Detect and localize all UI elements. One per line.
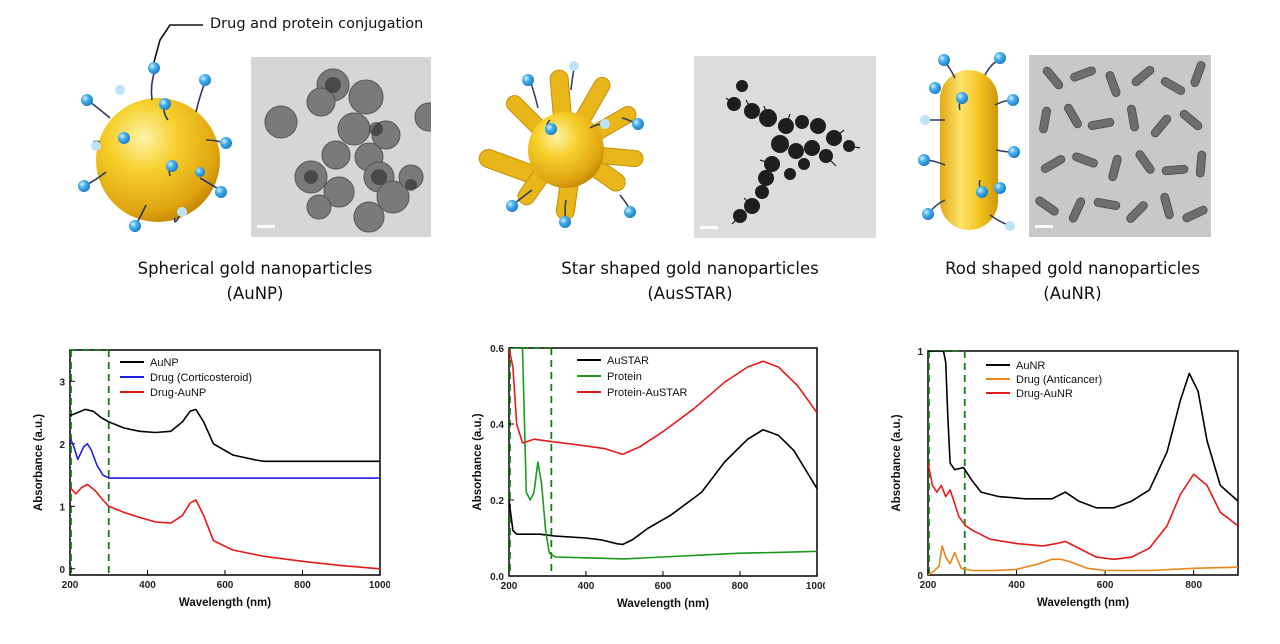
- illustration-layer: [78, 24, 1020, 232]
- series-line-1: [928, 351, 1238, 509]
- legend-label-1: AuSTAR: [607, 355, 649, 367]
- chart-aunr: 200 400 600 800 0 1 Wavelength (nm) Absorbance …: [891, 347, 1239, 609]
- chart-aunp: 200 400 600 800 1000 0 1 2 3 Wavelength (nm) Absor…: [33, 349, 390, 609]
- pointer-line: [153, 24, 203, 63]
- y-axis-label: Absorbance (a.u.): [33, 414, 45, 511]
- y-tick-label: 0.6: [490, 344, 504, 355]
- y-tick-label: 0: [917, 571, 923, 582]
- y-tick-label: 0.2: [490, 496, 504, 507]
- x-axis-label: Wavelength (nm): [1037, 597, 1129, 609]
- legend-label-2: Drug (Anticancer): [1016, 374, 1102, 386]
- rod-nanoparticle-illustration: [918, 52, 1020, 231]
- y-tick-label: 0.4: [490, 420, 504, 431]
- spherical-nanoparticle-illustration: [78, 62, 232, 232]
- caption-star-name: Star shaped gold nanoparticles: [561, 259, 819, 278]
- series-line-1: [509, 428, 817, 546]
- tem-image-spherical: [251, 57, 431, 237]
- star-nanoparticle-illustration: [478, 61, 644, 228]
- series-line-2: [70, 437, 380, 479]
- legend-label-3: Drug-AuNR: [1016, 388, 1073, 400]
- series-line-2: [509, 348, 817, 560]
- x-tick-label: 600: [217, 580, 234, 591]
- caption-spherical-name: Spherical gold nanoparticles: [137, 259, 373, 278]
- conjugation-label: Drug and protein conjugation: [210, 16, 424, 32]
- x-axis-label: Wavelength (nm): [617, 598, 709, 610]
- y-axis-label: Absorbance (a.u.): [891, 414, 903, 511]
- x-tick-label: 200: [920, 580, 937, 591]
- x-tick-label: 200: [62, 580, 79, 591]
- y-tick-label: 1: [917, 347, 923, 358]
- y-tick-label: 0.0: [490, 572, 504, 583]
- tem-image-star: [694, 56, 876, 238]
- y-tick-label: 0: [59, 565, 65, 576]
- y-tick-label: 3: [59, 377, 65, 388]
- x-tick-label: 800: [732, 581, 749, 592]
- caption-star: Star shaped gold nanoparticles (AusSTAR): [540, 256, 840, 306]
- x-tick-label: 800: [294, 580, 311, 591]
- tem-image-rod: [1029, 55, 1211, 237]
- x-tick-label: 400: [1008, 580, 1025, 591]
- y-axis-label: Absorbance (a.u.): [472, 413, 484, 510]
- caption-rod-name: Rod shaped gold nanoparticles: [945, 259, 1200, 278]
- x-tick-label: 1000: [806, 581, 825, 592]
- caption-rod: Rod shaped gold nanoparticles (AuNR): [925, 256, 1220, 306]
- legend-label-2: Drug (Corticosteroid): [150, 372, 252, 384]
- legend-label-1: AuNP: [150, 357, 179, 369]
- caption-star-abbr: (AusSTAR): [647, 284, 733, 303]
- series-line-3: [70, 483, 380, 570]
- series-line-3: [928, 462, 1238, 561]
- x-tick-label: 600: [655, 581, 672, 592]
- x-tick-label: 200: [501, 581, 518, 592]
- legend-label-1: AuNR: [1016, 360, 1045, 372]
- x-tick-label: 800: [1185, 580, 1202, 591]
- x-tick-label: 400: [578, 581, 595, 592]
- y-tick-label: 2: [59, 440, 65, 451]
- legend-label-3: Protein-AuSTAR: [607, 387, 688, 399]
- chart-austar: 200 400 600 800 1000 0.0 0.2 0.4 0.6 Wavelength (…: [472, 344, 825, 610]
- caption-spherical: Spherical gold nanoparticles (AuNP): [110, 256, 400, 306]
- caption-spherical-abbr: (AuNP): [226, 284, 284, 303]
- series-line-3: [509, 348, 817, 456]
- series-line-1: [70, 408, 380, 463]
- x-tick-label: 400: [139, 580, 156, 591]
- caption-rod-abbr: (AuNR): [1043, 284, 1102, 303]
- y-tick-label: 1: [59, 502, 65, 513]
- legend-label-2: Protein: [607, 371, 642, 383]
- x-tick-label: 1000: [369, 580, 390, 591]
- legend-label-3: Drug-AuNP: [150, 387, 206, 399]
- x-axis-label: Wavelength (nm): [179, 597, 271, 609]
- x-tick-label: 600: [1097, 580, 1114, 591]
- plot-frame: [508, 347, 818, 577]
- series-line-2: [928, 545, 1238, 575]
